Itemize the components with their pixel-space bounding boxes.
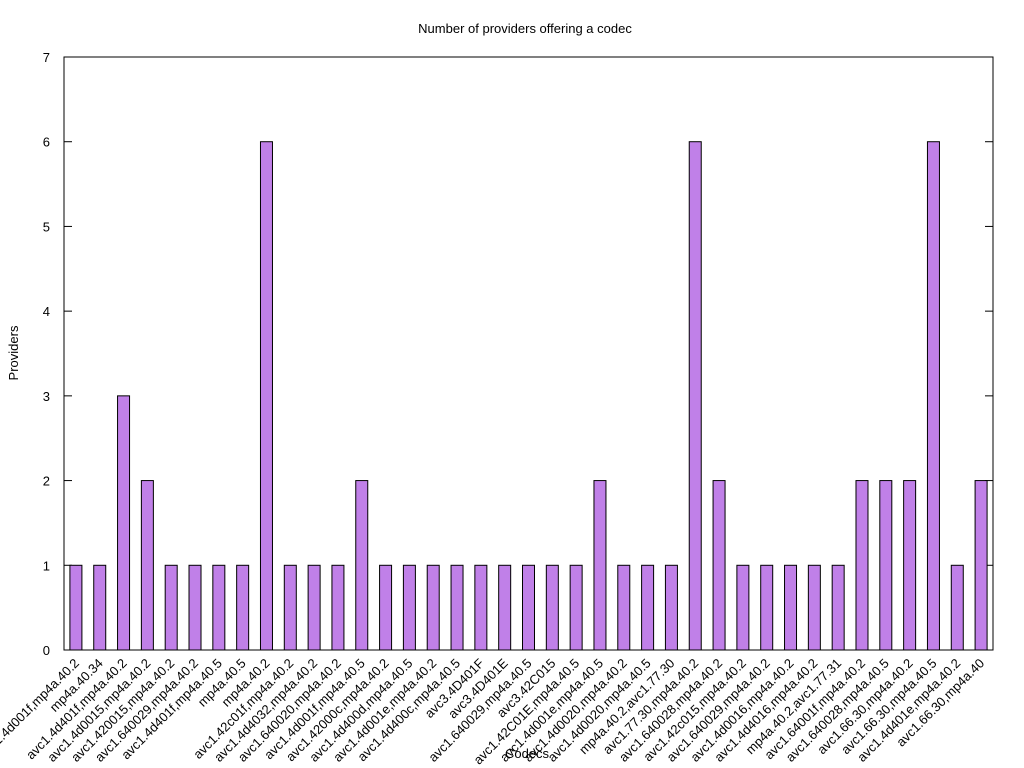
y-tick-label: 5 (43, 219, 50, 234)
bar (379, 564, 393, 651)
bar (331, 564, 345, 651)
bar (188, 564, 202, 651)
bar (950, 564, 964, 651)
y-tick-label: 6 (43, 135, 50, 150)
y-tick-label: 0 (43, 643, 50, 658)
y-tick-label: 1 (43, 558, 50, 573)
bar (307, 564, 321, 651)
bar (807, 564, 821, 651)
bar (93, 564, 107, 651)
bar (545, 564, 559, 651)
bar (712, 480, 726, 651)
bar (117, 395, 131, 651)
bar (736, 564, 750, 651)
plot-frame (63, 56, 994, 651)
bar (903, 480, 917, 651)
bar (784, 564, 798, 651)
bar (164, 564, 178, 651)
bar (879, 480, 893, 651)
bar (664, 564, 678, 651)
bar (926, 141, 940, 651)
bar (283, 564, 297, 651)
bar (450, 564, 464, 651)
y-tick-label: 3 (43, 389, 50, 404)
bar (140, 480, 154, 651)
y-tick-label: 7 (43, 50, 50, 65)
bar (569, 564, 583, 651)
bar (69, 564, 83, 651)
bar (974, 480, 988, 651)
bar (593, 480, 607, 651)
bar (426, 564, 440, 651)
bar (522, 564, 535, 651)
bar (259, 141, 273, 651)
y-tick-label: 2 (43, 474, 50, 489)
bar (236, 564, 250, 651)
bar (688, 141, 702, 651)
bar (212, 564, 226, 651)
bar (641, 564, 655, 651)
bar (402, 564, 416, 651)
bar (474, 564, 488, 651)
y-tick-label: 4 (43, 304, 50, 319)
bar (855, 480, 869, 651)
bar (617, 564, 631, 651)
bar (498, 564, 512, 651)
bar (831, 564, 845, 651)
x-axis-label: Codecs (505, 746, 550, 761)
bar (355, 480, 369, 651)
y-axis-label: Providers (6, 325, 21, 380)
bar (760, 564, 774, 651)
chart-title: Number of providers offering a codec (418, 21, 632, 36)
